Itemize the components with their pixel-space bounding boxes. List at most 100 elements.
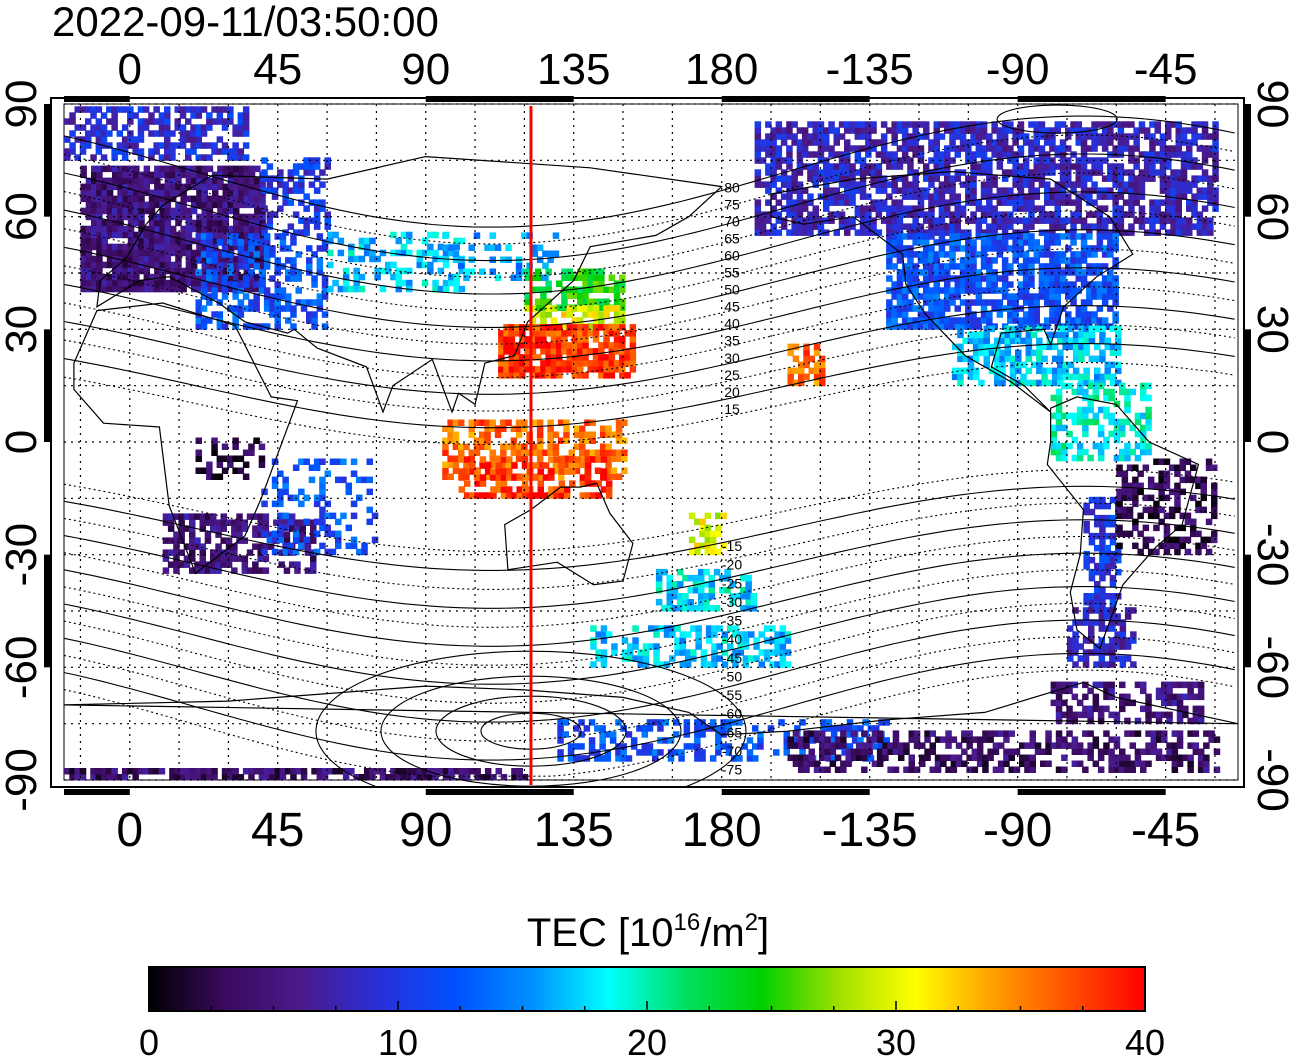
tec-cell xyxy=(195,323,202,330)
tec-cell xyxy=(106,273,114,281)
tec-cell xyxy=(1080,127,1088,134)
tec-cell xyxy=(1145,412,1152,420)
tec-cell xyxy=(603,311,610,318)
tec-cell xyxy=(164,130,171,137)
tec-cell xyxy=(770,133,777,140)
tec-cell xyxy=(1022,281,1030,288)
tec-cell xyxy=(1001,233,1009,240)
tec-cell xyxy=(896,269,904,276)
tec-cell xyxy=(578,731,585,738)
tec-cell xyxy=(1138,151,1146,158)
tec-cell xyxy=(292,181,300,188)
tec-cell xyxy=(524,292,531,299)
tec-cell xyxy=(912,233,919,240)
tec-cell xyxy=(901,205,909,212)
tec-cell xyxy=(122,183,129,191)
tec-cell xyxy=(400,231,408,239)
tec-cell xyxy=(231,525,238,532)
tec-cell xyxy=(101,201,108,209)
tec-cell xyxy=(556,348,563,355)
tec-cell xyxy=(957,343,964,351)
tec-cell xyxy=(820,725,827,732)
tec-cell xyxy=(891,317,898,324)
tec-cell xyxy=(353,267,360,275)
tec-cell xyxy=(996,299,1004,306)
tec-cell xyxy=(1205,518,1213,526)
tec-cell xyxy=(500,456,508,463)
tec-cell xyxy=(215,519,222,526)
tec-cell xyxy=(1022,133,1030,140)
tec-cell xyxy=(274,281,281,288)
tec-cell xyxy=(458,443,465,450)
tec-cell xyxy=(1007,187,1014,194)
tec-cell xyxy=(1191,223,1198,230)
tec-cell xyxy=(137,106,145,113)
tec-cell xyxy=(1124,388,1131,396)
tec-cell xyxy=(308,169,316,176)
tec-cell xyxy=(865,127,872,134)
tec-cell xyxy=(901,121,909,128)
tec-cell xyxy=(1107,229,1114,236)
tec-cell xyxy=(310,555,317,562)
tec-cell xyxy=(253,233,260,240)
tec-cell xyxy=(1007,293,1014,300)
tec-cell xyxy=(242,305,250,312)
tec-cell xyxy=(227,263,234,270)
tec-cell xyxy=(316,299,324,306)
tec-cell xyxy=(498,354,505,361)
tec-cell xyxy=(736,719,743,726)
tec-cell xyxy=(335,530,342,538)
tec-cell xyxy=(584,462,592,469)
tec-cell xyxy=(489,455,496,462)
tec-cell xyxy=(983,349,990,357)
tec-cell xyxy=(859,217,867,224)
tec-cell xyxy=(85,231,93,239)
tec-cell xyxy=(1154,151,1161,158)
tec-cell xyxy=(1061,412,1068,420)
tec-cell xyxy=(891,181,898,188)
tec-cell xyxy=(880,145,888,152)
tec-cell xyxy=(603,342,610,349)
tec-cell xyxy=(243,231,251,239)
tec-cell xyxy=(970,323,977,330)
tec-cell xyxy=(1080,233,1088,240)
tec-cell xyxy=(1055,454,1063,462)
tec-cell xyxy=(248,249,256,257)
tec-cell xyxy=(595,492,602,499)
tec-cell xyxy=(1128,157,1135,164)
tec-cell xyxy=(1195,482,1202,490)
tec-cell xyxy=(121,124,129,131)
tec-cell xyxy=(505,256,512,263)
tec-cell xyxy=(975,299,983,306)
tec-cell xyxy=(812,223,819,230)
tec-cell xyxy=(1186,223,1193,230)
tec-cell xyxy=(279,233,287,240)
tec-cell xyxy=(1059,145,1067,152)
tec-cell xyxy=(421,249,429,257)
tec-cell xyxy=(851,737,859,744)
tec-cell xyxy=(185,207,193,215)
tec-cell xyxy=(503,366,510,373)
tec-cell xyxy=(965,299,972,306)
tec-cell xyxy=(849,121,856,128)
tec-cell xyxy=(542,462,550,469)
tec-cell xyxy=(1114,643,1121,650)
tec-cell xyxy=(791,139,798,146)
tec-cell xyxy=(1001,121,1009,128)
tec-cell xyxy=(1186,127,1193,134)
tec-cell xyxy=(1001,151,1009,158)
tec-cell xyxy=(666,599,673,606)
tec-cell xyxy=(167,513,175,520)
tec-cell xyxy=(164,237,172,245)
tec-cell xyxy=(750,599,758,606)
tec-cell xyxy=(933,287,940,294)
tec-cell xyxy=(991,217,998,224)
tec-cell xyxy=(1170,205,1177,212)
tec-cell xyxy=(765,139,772,146)
tec-cell xyxy=(294,561,301,568)
tec-cell xyxy=(169,183,177,191)
tec-cell xyxy=(865,163,872,170)
tec-cell xyxy=(253,437,260,444)
tec-cell xyxy=(1098,613,1106,620)
tec-cell xyxy=(587,348,594,355)
